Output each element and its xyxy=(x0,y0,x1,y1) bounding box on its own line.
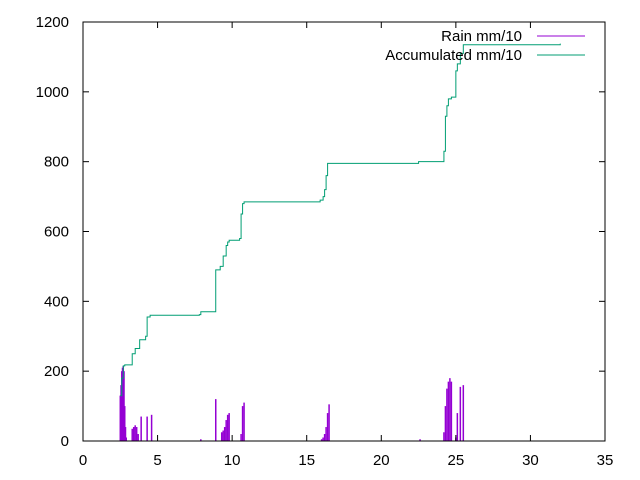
x-tick-label: 15 xyxy=(298,452,315,469)
x-tick-label: 25 xyxy=(448,452,465,469)
x-tick-label: 20 xyxy=(373,452,390,469)
x-tick-label: 30 xyxy=(522,452,539,469)
x-tick-label: 10 xyxy=(224,452,241,469)
series-1 xyxy=(120,43,561,397)
y-tick-label: 800 xyxy=(44,154,69,171)
y-tick-label: 600 xyxy=(44,224,69,241)
x-tick-label: 35 xyxy=(597,452,614,469)
legend-label-0: Rain mm/10 xyxy=(441,28,522,45)
axes-layer: 0 5 10 15 20 25 30 35 0 200 400 600 800 1000 1200 xyxy=(36,14,614,469)
y-tick-label: 0 xyxy=(61,433,69,450)
legend: Rain mm/10 Accumulated mm/10 xyxy=(385,28,585,64)
series-0 xyxy=(119,365,465,441)
legend-label-1: Accumulated mm/10 xyxy=(385,47,522,64)
series-layer xyxy=(119,43,561,441)
y-tick-label: 1000 xyxy=(36,84,69,101)
y-tick-label: 1200 xyxy=(36,14,69,31)
y-tick-label: 400 xyxy=(44,293,69,310)
x-tick-label: 0 xyxy=(79,452,87,469)
accumulated-step-line xyxy=(120,43,561,397)
y-tick-label: 200 xyxy=(44,363,69,380)
x-tick-label: 5 xyxy=(153,452,161,469)
